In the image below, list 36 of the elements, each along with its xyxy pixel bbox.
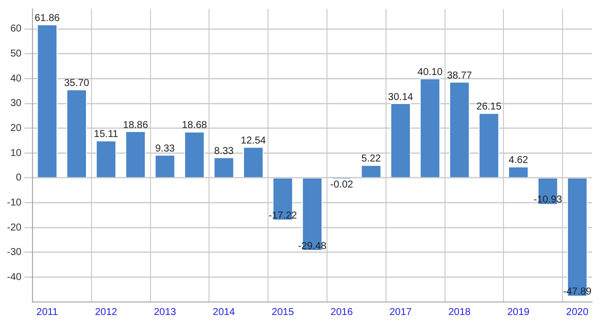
data-label: 35.70 bbox=[64, 78, 90, 89]
y-tick-label: -20 bbox=[7, 222, 22, 234]
x-tick-label: 2018 bbox=[448, 306, 472, 318]
x-tick-label: 2015 bbox=[272, 306, 294, 318]
data-label: 18.86 bbox=[123, 120, 148, 131]
x-tick-label: 2020 bbox=[566, 306, 589, 318]
y-tick-label: 40 bbox=[10, 73, 22, 84]
data-label: 9.33 bbox=[155, 143, 176, 154]
y-tick-label: -10 bbox=[7, 197, 22, 208]
y-tick-label: -40 bbox=[7, 272, 22, 283]
y-tick-label: 60 bbox=[10, 24, 22, 35]
y-tick-label: 0 bbox=[16, 172, 22, 184]
y-tick-label: -30 bbox=[7, 247, 22, 258]
data-label: 30.14 bbox=[388, 92, 414, 103]
data-label: 5.22 bbox=[361, 154, 382, 165]
x-tick-label: 2019 bbox=[507, 306, 530, 318]
y-tick-label: 20 bbox=[10, 122, 22, 134]
y-tick-label: 50 bbox=[10, 48, 22, 60]
x-tick-label: 2012 bbox=[94, 306, 118, 318]
data-label: 18.68 bbox=[182, 120, 208, 132]
data-label: 38.77 bbox=[446, 70, 472, 82]
data-label: -0.02 bbox=[330, 180, 354, 191]
data-label: 12.54 bbox=[240, 135, 266, 146]
x-tick-label: 2017 bbox=[389, 306, 412, 318]
x-tick-label: 2013 bbox=[154, 306, 177, 318]
y-tick-label: 10 bbox=[10, 148, 22, 159]
y-tick-label: 30 bbox=[10, 98, 22, 110]
data-label: 4.62 bbox=[508, 155, 529, 166]
data-label: 8.33 bbox=[214, 146, 234, 157]
x-tick-label: 2014 bbox=[212, 306, 236, 318]
data-label: 15.11 bbox=[94, 129, 119, 140]
x-tick-label: 2011 bbox=[36, 306, 58, 318]
data-label: 61.86 bbox=[34, 12, 60, 24]
x-tick-label: 2016 bbox=[330, 306, 354, 318]
data-label: 26.15 bbox=[476, 102, 502, 113]
data-label: 40.10 bbox=[418, 67, 443, 78]
